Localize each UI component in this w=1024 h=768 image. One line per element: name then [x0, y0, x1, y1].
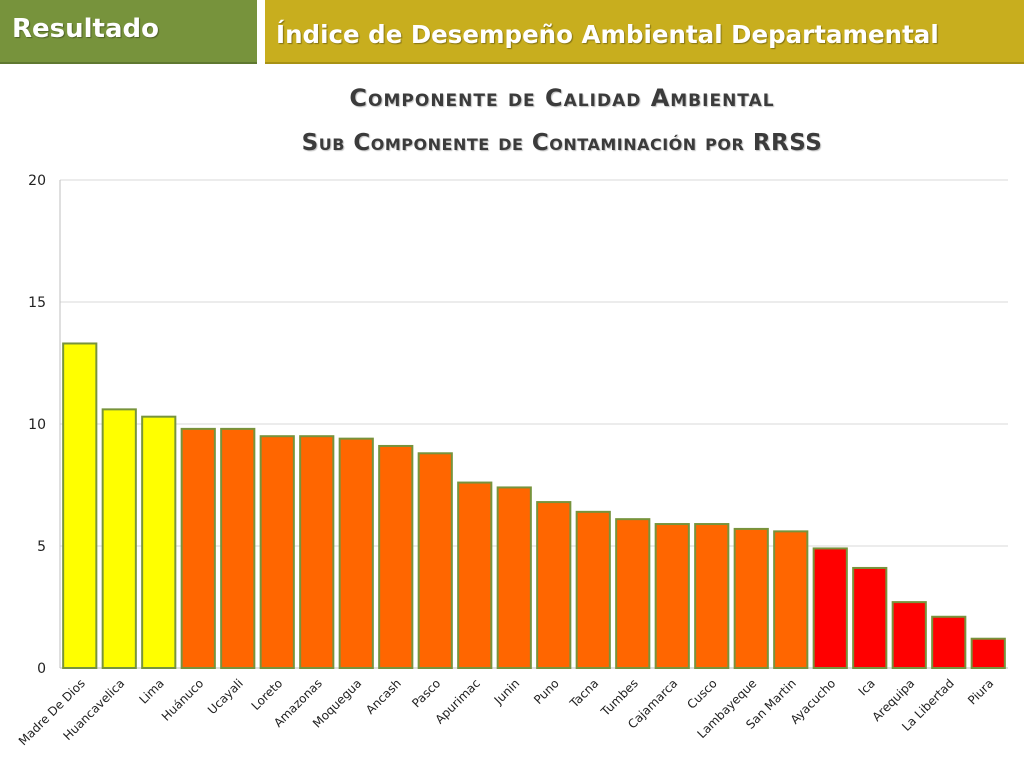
bar — [101, 408, 137, 669]
chart-subtitle: Sub Componente de Contaminación por RRSS — [301, 130, 823, 156]
y-tick-label: 20 — [28, 173, 46, 189]
bar — [575, 510, 611, 669]
bar — [733, 527, 769, 669]
bar — [299, 435, 335, 670]
x-tick-label: Puno — [531, 676, 562, 707]
bar — [891, 601, 927, 669]
bar — [536, 501, 572, 669]
bar — [220, 427, 256, 669]
bar — [141, 415, 177, 669]
index-header-title: Índice de Desempeño Ambiental Departamen… — [276, 20, 939, 49]
bar — [338, 437, 374, 670]
x-tick-label: Ica — [856, 676, 878, 698]
bar — [62, 342, 98, 669]
result-header-label: Resultado — [12, 14, 159, 44]
bar — [931, 615, 967, 670]
bar — [654, 523, 690, 669]
x-tick-label: Ucayali — [205, 676, 246, 717]
bar — [457, 481, 493, 669]
x-tick-label: Junin — [491, 676, 523, 708]
result-header-box: Resultado — [0, 0, 257, 64]
x-tick-label: Pasco — [409, 676, 443, 710]
bar — [852, 566, 888, 670]
index-header-box: Índice de Desempeño Ambiental Departamen… — [265, 0, 1024, 64]
y-tick-label: 15 — [28, 295, 46, 311]
y-tick-label: 10 — [28, 417, 46, 433]
bar — [496, 486, 532, 669]
bar — [615, 518, 651, 669]
bar — [378, 444, 414, 669]
x-tick-label: Cusco — [684, 676, 719, 711]
x-tick-label: Lima — [136, 676, 166, 706]
x-tick-label: Loreto — [249, 676, 286, 713]
x-tick-label: Piura — [965, 676, 996, 707]
bar — [812, 547, 848, 669]
bar — [773, 530, 809, 669]
bar — [180, 427, 216, 669]
chart-bars — [62, 342, 1006, 670]
bar — [259, 435, 295, 670]
y-tick-label: 0 — [37, 661, 46, 677]
bar — [694, 523, 730, 669]
y-axis: 0 5 10 15 20 — [28, 173, 1008, 677]
bar — [417, 452, 453, 669]
x-tick-label: Huánuco — [159, 676, 206, 723]
chart-title: Componente de Calidad Ambiental — [349, 84, 775, 112]
x-tick-label: Ancash — [363, 676, 404, 717]
y-tick-label: 5 — [37, 539, 46, 555]
x-tick-label: Tacna — [567, 676, 602, 711]
bar — [970, 637, 1006, 669]
x-tick-label: Madre De Dios — [16, 676, 88, 748]
